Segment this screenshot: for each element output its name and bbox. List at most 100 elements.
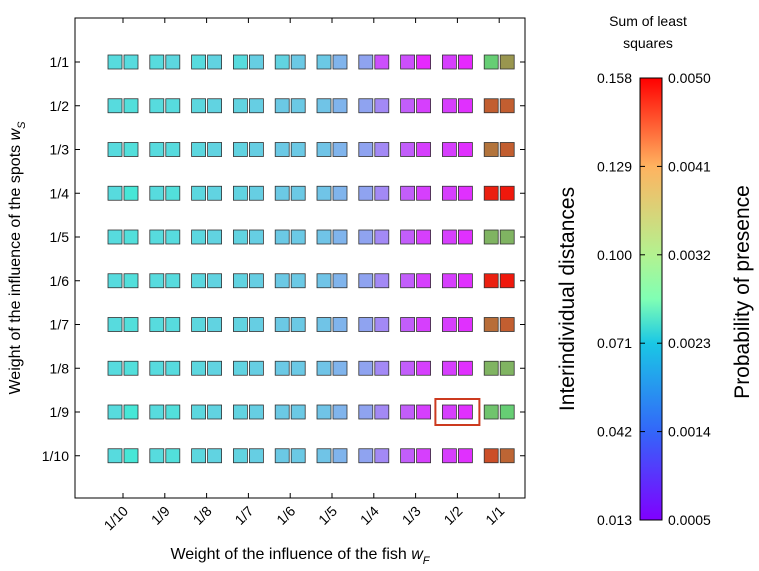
cell-left-1/5-1/3 xyxy=(400,229,416,245)
cell-right-1/8-1/7 xyxy=(248,360,264,376)
cell-right-1/4-1/1 xyxy=(499,185,515,201)
cell-right-1/9-1/5 xyxy=(332,404,348,420)
colorbar-left-tick-label: 0.071 xyxy=(597,335,632,351)
cell-left-1/7-1/9 xyxy=(149,317,165,332)
cell-left-1/8-1/3 xyxy=(400,360,416,376)
cell-left-1/3-1/2 xyxy=(441,142,457,157)
cell-left-1/2-1/8 xyxy=(191,98,207,114)
cell-left-1/4-1/4 xyxy=(358,185,374,201)
cell-right-1/10-1/8 xyxy=(207,448,223,464)
cell-left-1/8-1/9 xyxy=(149,360,165,376)
cell-right-1/4-1/10 xyxy=(123,185,139,201)
cell-right-1/4-1/2 xyxy=(457,185,473,201)
cell-right-1/8-1/5 xyxy=(332,360,348,376)
cell-right-1/7-1/9 xyxy=(165,317,181,332)
cell-left-1/1-1/1 xyxy=(483,54,499,70)
y-tick-label: 1/2 xyxy=(50,98,70,114)
cell-left-1/9-1/9 xyxy=(149,404,165,420)
cell-right-1/7-1/10 xyxy=(123,317,139,332)
cell-left-1/6-1/3 xyxy=(400,273,416,289)
cell-left-1/4-1/3 xyxy=(400,185,416,201)
cell-right-1/1-1/8 xyxy=(207,54,223,70)
cell-right-1/7-1/3 xyxy=(416,317,432,332)
cell-right-1/8-1/3 xyxy=(416,360,432,376)
cell-left-1/9-1/1 xyxy=(483,404,499,420)
cell-left-1/9-1/10 xyxy=(107,404,123,420)
colorbar-ticks: 0.158 0.0050 0.129 0.0041 0.100 0.0032 0.071 0.… xyxy=(597,70,711,528)
cell-right-1/10-1/3 xyxy=(416,448,432,464)
colorbar: Sum of least squares 0.158 0.0050 0.129 0.00… xyxy=(556,13,754,528)
cell-right-1/4-1/4 xyxy=(374,185,390,201)
plot-frame xyxy=(74,17,526,499)
cell-left-1/7-1/7 xyxy=(232,317,248,332)
cell-left-1/7-1/8 xyxy=(191,317,207,332)
cell-right-1/7-1/4 xyxy=(374,317,390,332)
cell-right-1/3-1/10 xyxy=(123,142,139,157)
cell-right-1/2-1/5 xyxy=(332,98,348,114)
cell-left-1/6-1/1 xyxy=(483,273,499,289)
cell-left-1/4-1/7 xyxy=(232,185,248,201)
x-tick-label: 1/10 xyxy=(101,503,132,534)
colorbar-left-tick-label: 0.013 xyxy=(597,512,632,528)
cell-left-1/10-1/10 xyxy=(107,448,123,464)
cell-right-1/8-1/10 xyxy=(123,360,139,376)
cell-left-1/8-1/4 xyxy=(358,360,374,376)
cell-right-1/3-1/1 xyxy=(499,142,515,157)
cell-left-1/7-1/5 xyxy=(316,317,332,332)
cell-left-1/8-1/7 xyxy=(232,360,248,376)
cell-left-1/10-1/9 xyxy=(149,448,165,464)
cell-left-1/9-1/4 xyxy=(358,404,374,420)
cell-left-1/7-1/2 xyxy=(441,317,457,332)
cell-left-1/8-1/1 xyxy=(483,360,499,376)
x-tick-label: 1/2 xyxy=(440,503,465,528)
cell-right-1/9-1/3 xyxy=(416,404,432,420)
colorbar-left-tick-label: 0.129 xyxy=(597,158,632,174)
cell-right-1/5-1/3 xyxy=(416,229,432,245)
x-tick-label: 1/3 xyxy=(399,503,424,528)
cell-right-1/7-1/7 xyxy=(248,317,264,332)
colorbar-right-tick-label: 0.0014 xyxy=(668,424,711,440)
colorbar-right-tick-label: 0.0023 xyxy=(668,335,711,351)
cell-left-1/3-1/3 xyxy=(400,142,416,157)
cell-right-1/7-1/8 xyxy=(207,317,223,332)
cell-right-1/2-1/2 xyxy=(457,98,473,114)
y-tick-label: 1/1 xyxy=(50,54,70,70)
cell-left-1/10-1/3 xyxy=(400,448,416,464)
cell-left-1/9-1/3 xyxy=(400,404,416,420)
cell-right-1/9-1/7 xyxy=(248,404,264,420)
cell-right-1/2-1/3 xyxy=(416,98,432,114)
cell-left-1/1-1/10 xyxy=(107,54,123,70)
x-tick-label: 1/9 xyxy=(148,503,173,528)
cell-right-1/4-1/7 xyxy=(248,185,264,201)
cell-right-1/6-1/1 xyxy=(499,273,515,289)
cell-right-1/7-1/6 xyxy=(290,317,306,332)
y-tick-label: 1/8 xyxy=(50,360,70,376)
cell-right-1/10-1/5 xyxy=(332,448,348,464)
cell-right-1/3-1/3 xyxy=(416,142,432,157)
cell-left-1/9-1/2 xyxy=(441,404,457,420)
cell-right-1/10-1/2 xyxy=(457,448,473,464)
cell-left-1/9-1/6 xyxy=(274,404,290,420)
cell-left-1/3-1/8 xyxy=(191,142,207,157)
cell-right-1/3-1/6 xyxy=(290,142,306,157)
cell-right-1/5-1/9 xyxy=(165,229,181,245)
colorbar-left-tick-label: 0.042 xyxy=(597,424,632,440)
cell-left-1/2-1/3 xyxy=(400,98,416,114)
cell-right-1/9-1/10 xyxy=(123,404,139,420)
cell-right-1/5-1/8 xyxy=(207,229,223,245)
cell-right-1/9-1/2 xyxy=(457,404,473,420)
cell-left-1/4-1/6 xyxy=(274,185,290,201)
cell-right-1/7-1/1 xyxy=(499,317,515,332)
cell-right-1/1-1/4 xyxy=(374,54,390,70)
y-tick-label: 1/3 xyxy=(50,142,70,158)
cell-right-1/2-1/8 xyxy=(207,98,223,114)
cell-right-1/6-1/7 xyxy=(248,273,264,289)
cell-right-1/9-1/1 xyxy=(499,404,515,420)
cell-right-1/10-1/10 xyxy=(123,448,139,464)
cell-left-1/6-1/7 xyxy=(232,273,248,289)
cell-left-1/2-1/9 xyxy=(149,98,165,114)
cell-right-1/7-1/5 xyxy=(332,317,348,332)
cell-left-1/9-1/7 xyxy=(232,404,248,420)
cell-left-1/8-1/8 xyxy=(191,360,207,376)
